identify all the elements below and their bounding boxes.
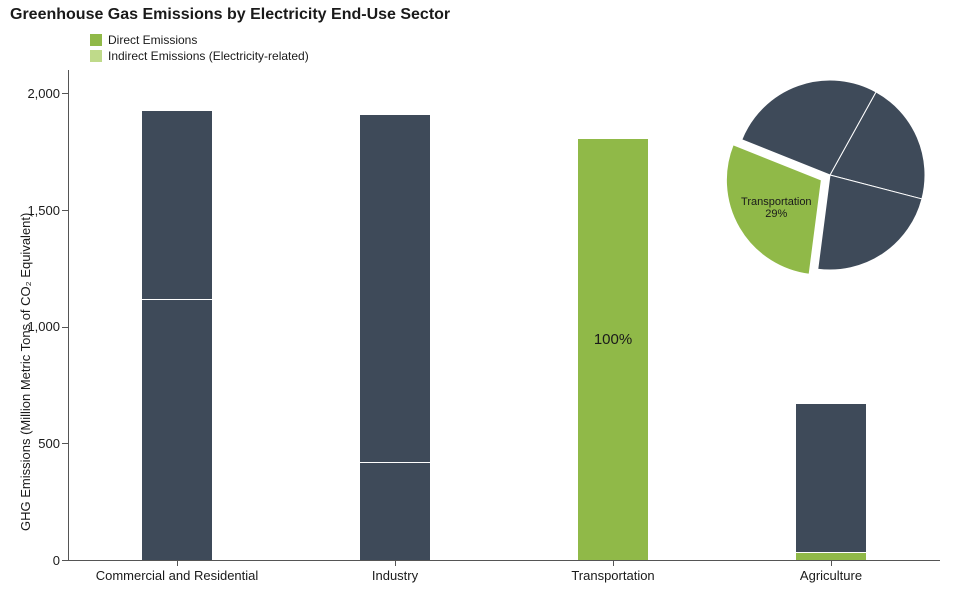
chart-title: Greenhouse Gas Emissions by Electricity …	[10, 6, 450, 24]
y-axis-label: GHG Emissions (Million Metric Tons of CO…	[18, 212, 33, 530]
legend-item-direct: Direct Emissions	[90, 32, 309, 48]
y-tick-label: 1,000	[10, 319, 60, 334]
bar-segment	[796, 552, 866, 560]
legend-label-indirect: Indirect Emissions (Electricity-related)	[108, 49, 309, 63]
pie-chart	[705, 50, 955, 300]
pie-slice-label-transportation: Transportation 29%	[726, 196, 826, 220]
legend-item-indirect: Indirect Emissions (Electricity-related)	[90, 48, 309, 64]
x-tick	[831, 560, 832, 566]
y-tick-label: 2,000	[10, 86, 60, 101]
bar-segment	[142, 299, 212, 560]
y-axis-line	[68, 70, 69, 560]
x-tick-label: Commercial and Residential	[77, 568, 277, 583]
x-tick	[613, 560, 614, 566]
chart-root: Greenhouse Gas Emissions by Electricity …	[0, 0, 960, 611]
y-tick	[62, 93, 68, 94]
bar-segment	[360, 462, 430, 560]
bar-segment	[142, 110, 212, 299]
legend-swatch-indirect	[90, 50, 102, 62]
x-tick	[177, 560, 178, 566]
bar-segment	[360, 114, 430, 462]
bar-segment	[796, 403, 866, 552]
y-tick	[62, 210, 68, 211]
x-tick	[395, 560, 396, 566]
x-tick-label: Agriculture	[731, 568, 931, 583]
legend-label-direct: Direct Emissions	[108, 33, 197, 47]
bar-segment	[578, 138, 648, 560]
y-tick-label: 500	[10, 436, 60, 451]
y-tick-label: 1,500	[10, 203, 60, 218]
x-tick-label: Transportation	[513, 568, 713, 583]
y-tick	[62, 327, 68, 328]
x-axis-line	[68, 560, 940, 561]
y-tick	[62, 560, 68, 561]
legend: Direct Emissions Indirect Emissions (Ele…	[90, 32, 309, 64]
legend-swatch-direct	[90, 34, 102, 46]
x-tick-label: Industry	[295, 568, 495, 583]
pie-label-line2: 29%	[765, 208, 787, 220]
pie-label-line1: Transportation	[741, 196, 812, 208]
y-tick-label: 0	[10, 553, 60, 568]
bar-data-label: 100%	[573, 331, 653, 348]
y-tick	[62, 443, 68, 444]
